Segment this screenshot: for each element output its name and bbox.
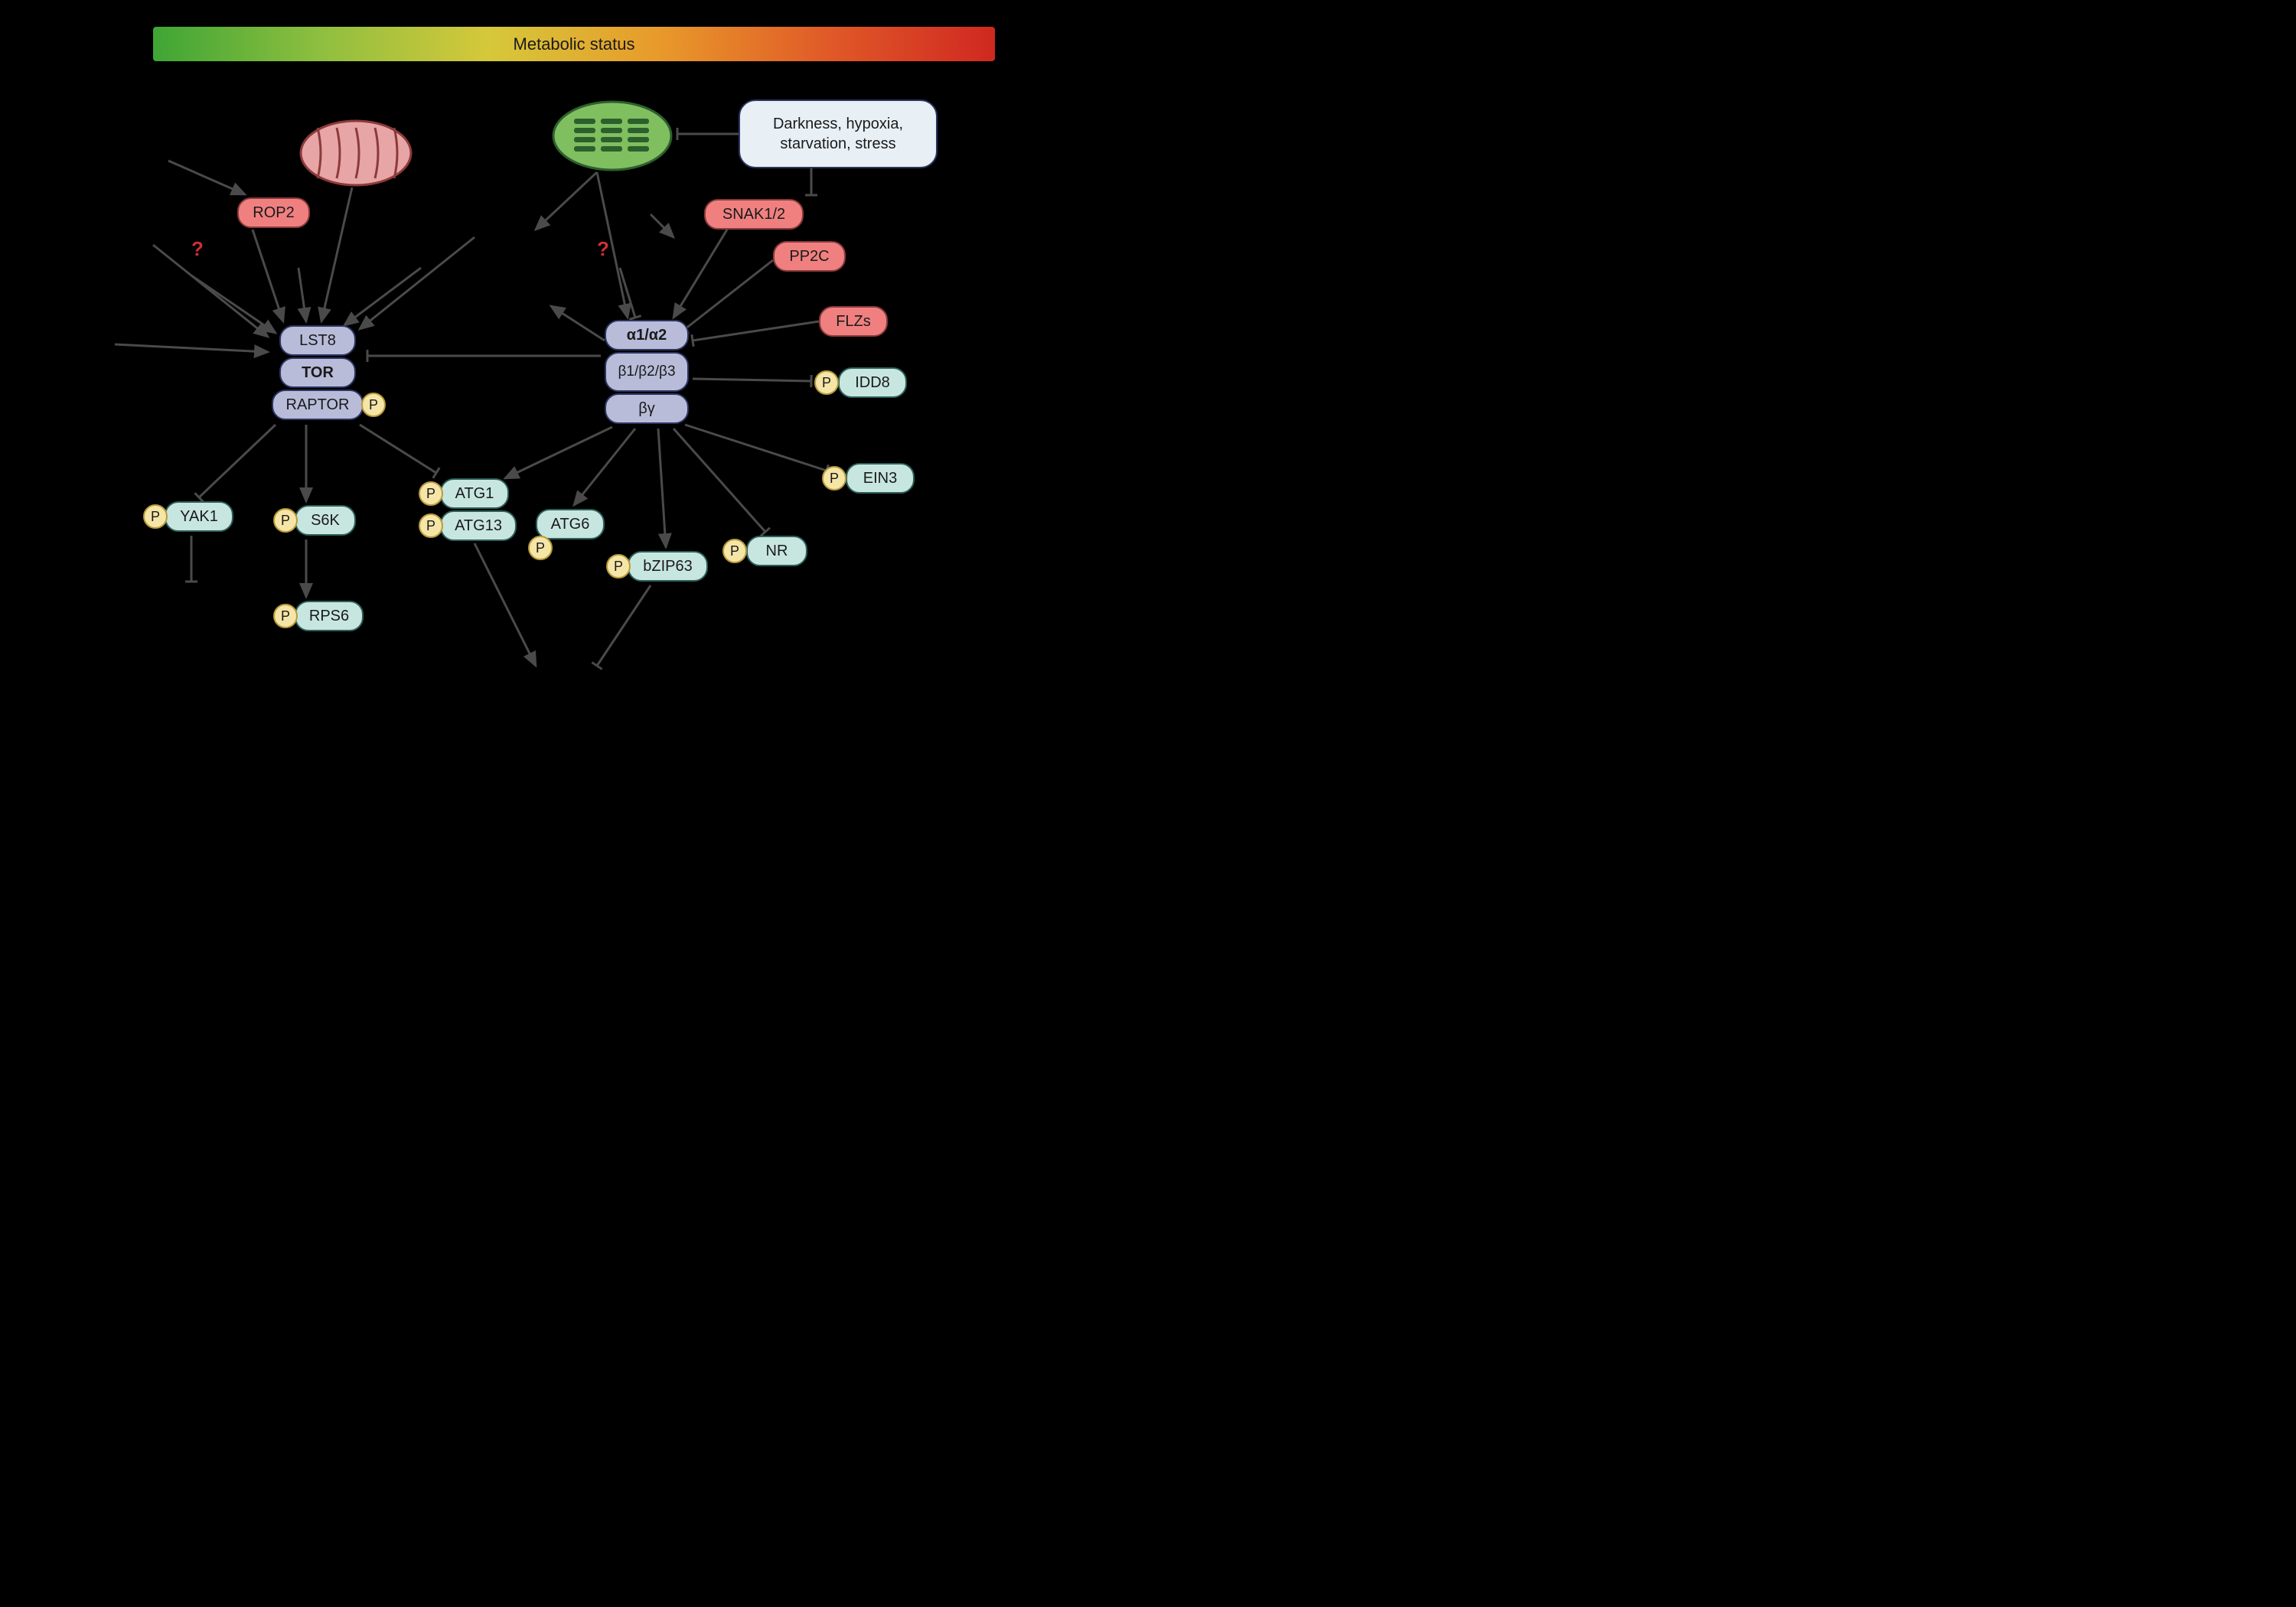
node-label: bZIP63 (643, 558, 692, 575)
node-label: Darkness, hypoxia, starvation, stress (751, 114, 925, 154)
node-rop2: ROP2 (237, 197, 310, 228)
node-label: ATG1 (455, 485, 494, 503)
node-snak: SNAK1/2 (704, 199, 804, 230)
chloroplast-icon (551, 99, 673, 172)
node-lst8: LST8 (279, 325, 356, 356)
question-mark: ? (597, 237, 609, 261)
phospho-marker: P (814, 370, 839, 395)
node-label: RPS6 (309, 608, 349, 625)
node-label: NR (766, 543, 788, 560)
node-flzs: FLZs (819, 306, 888, 337)
node-label: PP2C (789, 248, 829, 266)
node-stress: Darkness, hypoxia, starvation, stress (739, 99, 938, 168)
node-idd8: IDD8 (838, 367, 907, 398)
phospho-marker: P (273, 604, 298, 628)
mitochondrion-icon (298, 119, 413, 187)
node-atg6: ATG6 (536, 509, 605, 539)
node-label: ROP2 (253, 204, 294, 222)
node-label: IDD8 (855, 374, 890, 392)
node-tor: TOR (279, 357, 356, 388)
question-mark: ? (191, 237, 204, 261)
phospho-marker: P (273, 508, 298, 533)
phospho-marker: P (528, 536, 553, 560)
phospho-marker: P (419, 513, 443, 538)
phospho-marker: P (361, 393, 386, 417)
node-label: TOR (302, 364, 334, 382)
node-atg1: ATG1 (440, 478, 509, 509)
node-bzip63: bZIP63 (628, 551, 708, 582)
phospho-marker: P (419, 481, 443, 506)
node-a1a2: α1/α2 (605, 320, 689, 350)
node-label: ATG13 (455, 517, 502, 535)
node-ein3: EIN3 (846, 463, 915, 494)
node-nr: NR (746, 536, 807, 566)
node-s6k: S6K (295, 505, 356, 536)
node-label: S6K (311, 512, 340, 530)
phospho-marker: P (606, 554, 631, 579)
metabolic-status-label: Metabolic status (514, 34, 635, 54)
node-rps6: RPS6 (295, 601, 364, 631)
node-bg: βγ (605, 393, 689, 424)
node-atg13: ATG13 (440, 510, 517, 541)
node-label: SNAK1/2 (722, 206, 785, 223)
node-label: YAK1 (180, 508, 218, 526)
phospho-marker: P (822, 466, 846, 491)
node-label: α1/α2 (627, 327, 667, 344)
node-label: β1/β2/β3 (618, 364, 675, 380)
node-label: βγ (638, 400, 655, 418)
node-yak1: YAK1 (165, 501, 233, 532)
node-label: EIN3 (863, 470, 897, 487)
node-label: FLZs (836, 313, 871, 331)
node-pp2c: PP2C (773, 241, 846, 272)
node-label: ATG6 (551, 516, 590, 533)
phospho-marker: P (143, 504, 168, 529)
phospho-marker: P (722, 539, 747, 563)
metabolic-status-bar: Metabolic status (153, 27, 995, 61)
node-label: RAPTOR (286, 396, 350, 414)
node-label: LST8 (299, 332, 336, 350)
node-raptor: RAPTOR (272, 390, 364, 420)
node-b1b2b3: β1/β2/β3 (605, 352, 689, 392)
